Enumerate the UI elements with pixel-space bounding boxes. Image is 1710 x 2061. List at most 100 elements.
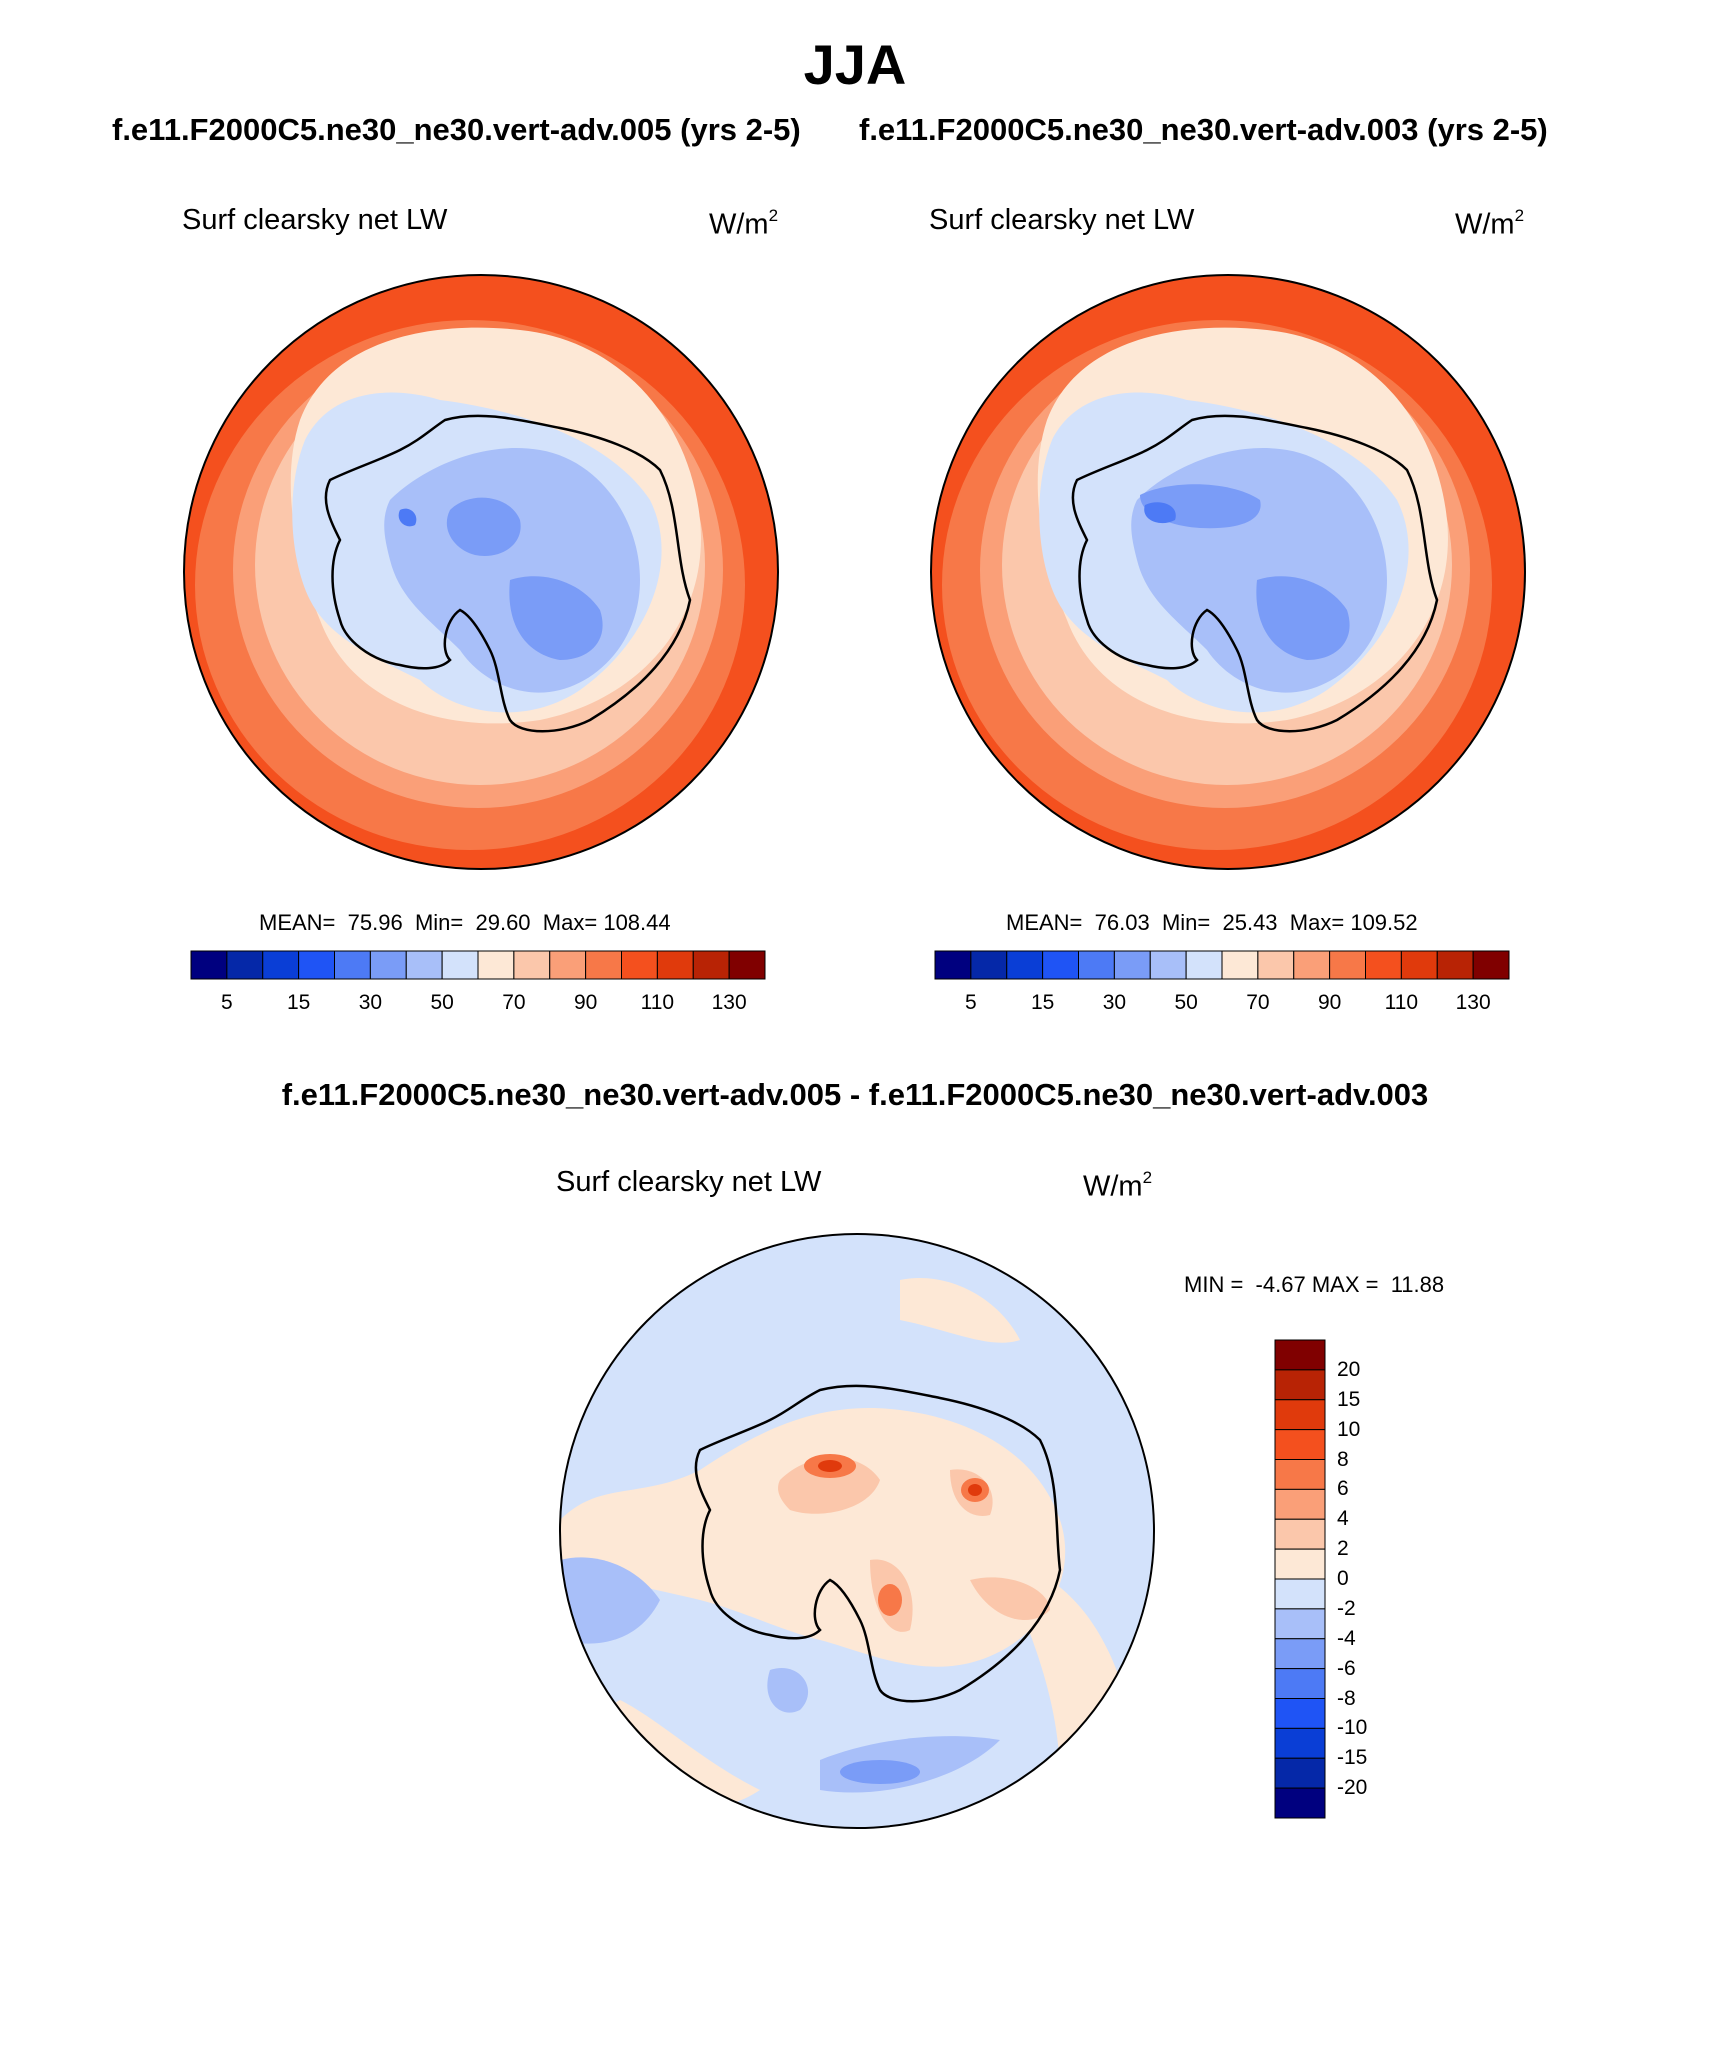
right-colorbar-swatch-6	[1149, 950, 1187, 980]
right-colorbar-tick-label: 15	[1030, 991, 1055, 1014]
right-colorbar	[934, 950, 1510, 980]
left-variable-label: Surf clearsky net LW	[182, 204, 448, 236]
right-ice-4	[1144, 502, 1176, 524]
diff-colorbar-tick-label: 2	[1337, 1537, 1349, 1561]
left-colorbar-swatch-14	[692, 950, 730, 980]
diff-coast	[694, 1384, 1062, 1703]
left-colorbar-tick-label: 90	[573, 991, 598, 1014]
right-map-border	[930, 274, 1526, 870]
right-colorbar-swatch-12	[1365, 950, 1402, 980]
diff-colorbar-swatch-9	[1274, 1608, 1326, 1640]
diff-colorbar-swatch-1	[1274, 1369, 1326, 1401]
right-colorbar-swatch-5	[1113, 950, 1151, 980]
diff-variable-label: Surf clearsky net LW	[556, 1166, 822, 1198]
diff-pos-region-1	[560, 1408, 1066, 1667]
right-colorbar-swatch-10	[1293, 950, 1331, 980]
diff-colorbar-tick-label: 4	[1337, 1507, 1349, 1531]
diff-colorbar-swatch-10	[1274, 1638, 1326, 1670]
right-case-title: f.e11.F2000C5.ne30_ne30.vert-adv.003 (yr…	[859, 112, 1548, 147]
right-colorbar-swatch-4	[1078, 950, 1115, 980]
diff-colorbar-swatch-8	[1274, 1578, 1326, 1610]
right-colorbar-swatch-11	[1329, 950, 1366, 980]
left-colorbar-swatch-2	[262, 950, 300, 980]
diff-polar-map	[560, 1234, 1154, 1828]
left-colorbar-tick-label: 50	[430, 991, 454, 1014]
main-title: JJA	[803, 33, 907, 96]
right-colorbar-tick-label: 110	[1384, 991, 1419, 1014]
right-coast	[1071, 414, 1439, 733]
diff-colorbar-swatch-12	[1274, 1698, 1326, 1729]
left-colorbar-swatch-3	[298, 950, 335, 980]
left-polar-map	[184, 275, 778, 869]
left-colorbar-swatch-11	[585, 950, 622, 980]
left-stats: MEAN= 75.96 Min= 29.60 Max= 108.44	[259, 910, 671, 935]
diff-neg3-spot-1	[840, 1760, 920, 1784]
diff-neg-region-2	[767, 1668, 809, 1713]
right-variable-label: Surf clearsky net LW	[929, 204, 1195, 236]
left-colorbar-swatch-6	[405, 950, 443, 980]
diff-pos4-spot-1	[818, 1460, 842, 1472]
right-ice-3b	[1256, 576, 1350, 660]
left-colorbar-swatch-8	[477, 950, 515, 980]
diff-colorbar-swatch-2	[1274, 1399, 1326, 1431]
left-colorbar-tick-label: 130	[711, 991, 747, 1014]
left-ice-3b	[509, 576, 603, 660]
left-colorbar-tick-label: 30	[358, 991, 383, 1014]
diff-colorbar-tick-label: 8	[1337, 1447, 1349, 1471]
left-colorbar-tick-label: 110	[640, 991, 675, 1014]
diff-pos4-spot-2	[968, 1484, 982, 1496]
right-colorbar-tick-label: 30	[1102, 991, 1127, 1014]
left-colorbar-swatch-12	[621, 950, 658, 980]
diff-units: W/m2	[1083, 1168, 1153, 1203]
right-colorbar-tick-label: 90	[1317, 991, 1342, 1014]
right-colorbar-tick-label: 70	[1246, 991, 1270, 1014]
diff-pos-region-4	[900, 1278, 1020, 1343]
diff-colorbar-tick-label: 0	[1337, 1567, 1349, 1590]
left-colorbar-swatch-7	[441, 950, 479, 980]
diff-colorbar-tick-label: -6	[1337, 1656, 1356, 1680]
right-colorbar-swatch-14	[1436, 950, 1474, 980]
left-coast	[324, 414, 692, 733]
diff-stats: MIN = -4.67 MAX = 11.88	[1184, 1272, 1445, 1297]
diff-colorbar-swatch-13	[1274, 1727, 1326, 1759]
diff-pos2-region-4	[970, 1577, 1050, 1620]
diff-colorbar-tick-label: 20	[1337, 1357, 1361, 1381]
diff-colorbar-tick-label: -8	[1337, 1686, 1356, 1710]
right-colorbar-swatch-8	[1221, 950, 1259, 980]
diff-colorbar-tick-label: 10	[1337, 1417, 1361, 1441]
left-colorbar-tick-label: 15	[286, 991, 311, 1014]
left-colorbar-tick-label: 70	[502, 991, 526, 1014]
left-colorbar-swatch-1	[226, 950, 264, 980]
right-colorbar-swatch-2	[1006, 950, 1044, 980]
left-colorbar-swatch-9	[513, 950, 551, 980]
right-colorbar-swatch-9	[1257, 950, 1295, 980]
right-colorbar-swatch-0	[934, 950, 972, 980]
left-case-title: f.e11.F2000C5.ne30_ne30.vert-adv.005 (yr…	[112, 112, 801, 147]
diff-colorbar-tick-label: -15	[1337, 1746, 1368, 1770]
right-colorbar-swatch-13	[1400, 950, 1438, 980]
right-colorbar-swatch-15	[1472, 950, 1510, 980]
diff-colorbar-swatch-6	[1274, 1518, 1326, 1550]
right-stats: MEAN= 76.03 Min= 25.43 Max= 109.52	[1006, 910, 1418, 935]
diff-colorbar-swatch-4	[1274, 1459, 1326, 1490]
diff-title: f.e11.F2000C5.ne30_ne30.vert-adv.005 - f…	[281, 1077, 1429, 1112]
diff-colorbar-swatch-0	[1274, 1339, 1326, 1371]
left-colorbar-tick-label: 5	[221, 991, 233, 1014]
left-colorbar-swatch-13	[656, 950, 694, 980]
left-colorbar-swatch-15	[728, 950, 766, 980]
diff-colorbar-swatch-3	[1274, 1429, 1326, 1460]
right-polar-map	[931, 275, 1525, 869]
right-colorbar-swatch-7	[1185, 950, 1223, 980]
left-colorbar-swatch-0	[190, 950, 228, 980]
diff-pos2-region-1	[778, 1457, 880, 1514]
left-map-border	[183, 274, 779, 870]
diff-colorbar-swatch-11	[1274, 1668, 1326, 1699]
left-colorbar-swatch-10	[549, 950, 587, 980]
right-colorbar-swatch-3	[1042, 950, 1079, 980]
diff-pos3-spot-3	[878, 1584, 902, 1616]
left-colorbar-swatch-4	[334, 950, 371, 980]
right-colorbar-swatch-1	[970, 950, 1008, 980]
left-ice-4	[398, 508, 417, 527]
diff-colorbar-tick-label: -20	[1337, 1776, 1368, 1800]
